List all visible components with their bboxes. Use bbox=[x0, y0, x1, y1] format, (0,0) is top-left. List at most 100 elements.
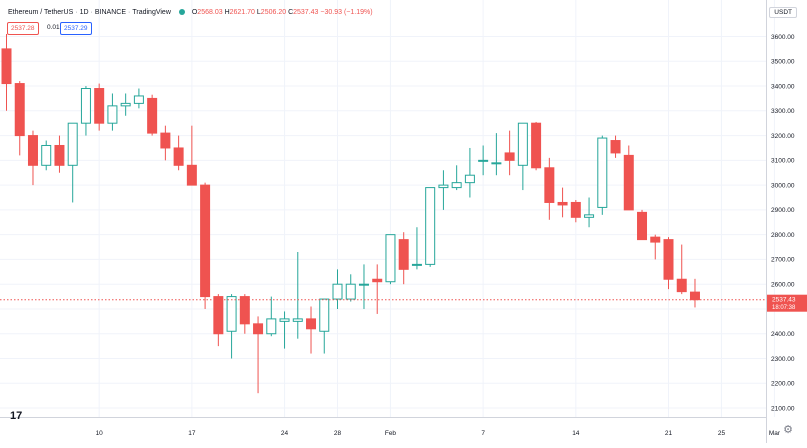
candle-down[interactable] bbox=[55, 136, 64, 173]
candle-down[interactable] bbox=[148, 95, 157, 136]
candle-up[interactable] bbox=[598, 136, 607, 215]
price-tick-label: 3200.00 bbox=[771, 133, 795, 140]
candle-up[interactable] bbox=[585, 198, 594, 228]
candles bbox=[2, 34, 699, 393]
candle-down[interactable] bbox=[307, 306, 316, 353]
chart-header: Ethereum / TetherUS·1D·BINANCE·TradingVi… bbox=[8, 9, 373, 16]
candle-up[interactable] bbox=[333, 269, 342, 309]
candle-up[interactable] bbox=[42, 141, 51, 171]
price-tick-label: 3100.00 bbox=[771, 158, 795, 165]
time-tick-label: 17 bbox=[188, 430, 196, 437]
market-status-icon bbox=[179, 9, 185, 15]
candle-down[interactable] bbox=[545, 158, 554, 220]
candle-up[interactable] bbox=[439, 170, 448, 210]
price-tick-label: 2400.00 bbox=[771, 331, 795, 338]
candle-down[interactable] bbox=[95, 84, 104, 131]
candle-up[interactable] bbox=[121, 93, 130, 115]
candle-down[interactable] bbox=[505, 131, 514, 176]
candle-down[interactable] bbox=[214, 294, 223, 346]
time-tick-label: Mar bbox=[769, 430, 781, 437]
candle-up[interactable] bbox=[81, 86, 90, 136]
price-axis[interactable]: 2100.002200.002300.002400.002500.002600.… bbox=[767, 0, 807, 443]
price-tick-label: 3400.00 bbox=[771, 83, 795, 90]
ohlc-readout: O2568.03 H2621.70 L2506.20 C2537.43 −30.… bbox=[192, 9, 373, 16]
price-tick-label: 3000.00 bbox=[771, 182, 795, 189]
candle-down[interactable] bbox=[651, 235, 660, 260]
candle-down[interactable] bbox=[28, 131, 37, 185]
candle-down[interactable] bbox=[15, 81, 24, 155]
price-tick-label: 2300.00 bbox=[771, 356, 795, 363]
price-tick-label: 2100.00 bbox=[771, 405, 795, 412]
currency-selector[interactable]: USDT bbox=[769, 7, 797, 18]
candle-up[interactable] bbox=[280, 311, 289, 348]
price-tick-label: 3300.00 bbox=[771, 108, 795, 115]
candle-down[interactable] bbox=[373, 264, 382, 314]
candle-up[interactable] bbox=[492, 133, 501, 175]
low-value: 2506.20 bbox=[261, 9, 286, 16]
time-tick-label: 7 bbox=[481, 430, 485, 437]
candle-up[interactable] bbox=[452, 165, 461, 190]
interval-label[interactable]: 1D bbox=[80, 9, 89, 16]
time-tick-label: 14 bbox=[572, 430, 580, 437]
candle-up[interactable] bbox=[346, 274, 355, 301]
candle-down[interactable] bbox=[187, 126, 196, 185]
settings-gear-icon[interactable]: ⚙ bbox=[783, 423, 793, 436]
candle-down[interactable] bbox=[532, 122, 541, 170]
candle-up[interactable] bbox=[359, 264, 368, 309]
candle-down[interactable] bbox=[571, 200, 580, 222]
candle-down[interactable] bbox=[611, 136, 620, 158]
time-tick-label: 24 bbox=[281, 430, 289, 437]
time-axis[interactable]: 10 17 24 28 Feb 7 14 21 25 Mar bbox=[0, 418, 781, 438]
time-tick-label: 25 bbox=[718, 430, 726, 437]
symbol-name[interactable]: Ethereum / TetherUS bbox=[8, 9, 73, 16]
time-tick-label: 21 bbox=[665, 430, 673, 437]
candle-up[interactable] bbox=[426, 188, 435, 267]
candle-up[interactable] bbox=[293, 252, 302, 339]
candle-up[interactable] bbox=[518, 123, 527, 190]
candle-up[interactable] bbox=[386, 235, 395, 285]
candle-up[interactable] bbox=[320, 299, 329, 353]
candle-down[interactable] bbox=[624, 145, 633, 209]
last-price-label: 2537.43 bbox=[772, 296, 796, 303]
change-value: −30.93 (−1.19%) bbox=[320, 9, 372, 16]
bar-countdown-label: 18:07:38 bbox=[772, 305, 796, 311]
buy-price-button[interactable]: 2537.29 bbox=[60, 22, 92, 35]
price-tick-label: 2800.00 bbox=[771, 232, 795, 239]
time-tick-label: 10 bbox=[96, 430, 104, 437]
candle-down[interactable] bbox=[201, 183, 210, 309]
price-tick-label: 2900.00 bbox=[771, 207, 795, 214]
candle-up[interactable] bbox=[412, 227, 421, 269]
candle-up[interactable] bbox=[465, 148, 474, 198]
candle-up[interactable] bbox=[227, 294, 236, 358]
candle-down[interactable] bbox=[161, 126, 170, 161]
high-value: 2621.70 bbox=[230, 9, 255, 16]
candle-up[interactable] bbox=[479, 145, 488, 175]
candle-up[interactable] bbox=[134, 89, 143, 109]
candle-down[interactable] bbox=[254, 316, 263, 393]
sell-price-button[interactable]: 2537.28 bbox=[7, 22, 39, 35]
source-label: TradingView bbox=[132, 9, 171, 16]
candle-down[interactable] bbox=[399, 232, 408, 284]
price-tick-label: 2700.00 bbox=[771, 257, 795, 264]
time-tick-label: Feb bbox=[385, 430, 397, 437]
candle-down[interactable] bbox=[677, 245, 686, 295]
exchange-label: BINANCE bbox=[95, 9, 126, 16]
candle-up[interactable] bbox=[267, 297, 276, 337]
tradingview-logo-icon[interactable]: 17 bbox=[10, 410, 22, 422]
candle-down[interactable] bbox=[558, 188, 567, 218]
price-tick-label: 2200.00 bbox=[771, 381, 795, 388]
grid bbox=[0, 0, 774, 417]
price-tick-label: 2600.00 bbox=[771, 282, 795, 289]
candle-down[interactable] bbox=[690, 279, 699, 308]
candle-down[interactable] bbox=[2, 34, 11, 111]
price-tick-label: 3600.00 bbox=[771, 34, 795, 41]
open-value: 2568.03 bbox=[197, 9, 222, 16]
candle-up[interactable] bbox=[68, 123, 77, 202]
candle-down[interactable] bbox=[664, 237, 673, 289]
candle-down[interactable] bbox=[638, 210, 647, 240]
candle-down[interactable] bbox=[174, 136, 183, 171]
time-tick-label: 28 bbox=[334, 430, 342, 437]
candle-up[interactable] bbox=[108, 93, 117, 130]
